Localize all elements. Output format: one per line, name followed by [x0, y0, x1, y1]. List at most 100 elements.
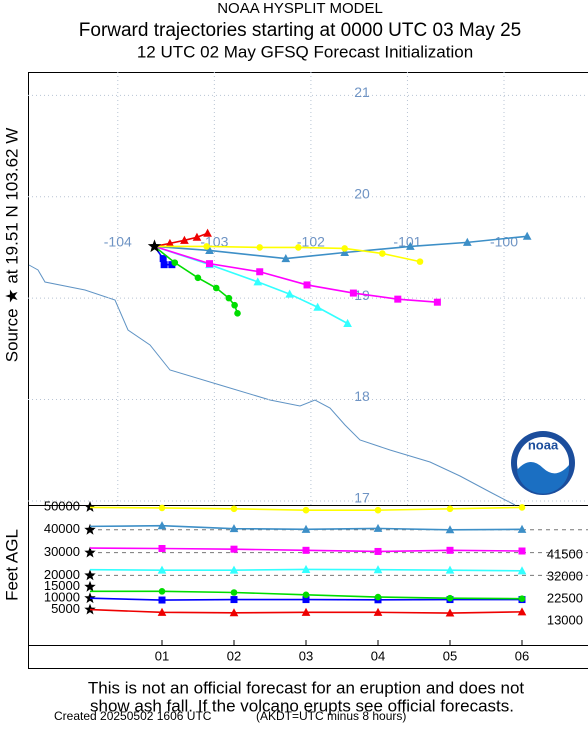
marker	[341, 245, 348, 252]
marker	[518, 547, 526, 555]
x-tick-label: 03	[299, 648, 313, 663]
marker	[343, 318, 352, 327]
height-label: 32000	[547, 568, 583, 583]
y-tick-label: 50000	[44, 498, 80, 513]
marker	[446, 546, 454, 554]
marker	[281, 254, 291, 263]
x-tick-label: 04	[371, 648, 385, 663]
marker	[349, 289, 357, 297]
height-label: 22500	[547, 590, 583, 605]
marker	[373, 607, 383, 616]
marker	[445, 608, 455, 617]
marker	[301, 564, 311, 573]
marker	[157, 565, 167, 574]
lon-label: -104	[104, 234, 132, 250]
marker	[433, 298, 441, 306]
y-tick-label: 40000	[44, 521, 80, 536]
marker	[394, 295, 402, 303]
marker	[158, 588, 166, 595]
y-tick-label: 20000	[44, 567, 80, 582]
marker	[158, 596, 166, 604]
marker	[301, 524, 311, 533]
marker	[445, 525, 455, 534]
trajectory-path	[154, 245, 348, 325]
lon-label: -102	[297, 234, 325, 250]
marker	[303, 281, 311, 289]
source-label: Source ★ at 19.51 N 103.62 W	[2, 128, 21, 362]
marker	[446, 594, 454, 602]
warning-line: show ash fall. If the volcano erupts see…	[90, 696, 514, 715]
marker	[302, 506, 310, 514]
marker	[205, 245, 214, 254]
start-star	[84, 592, 96, 604]
marker	[231, 301, 238, 309]
marker	[416, 258, 424, 265]
marker	[256, 268, 264, 276]
warning-line: This is not an official forecast for an …	[88, 678, 525, 697]
marker	[230, 589, 238, 596]
lat-label: 20	[354, 185, 370, 201]
lat-label: 17	[354, 490, 370, 506]
marker	[374, 506, 382, 514]
marker	[295, 244, 302, 251]
y-tick-label: 15000	[44, 578, 80, 593]
marker	[229, 608, 239, 617]
height-axis-label: Feet AGL	[2, 529, 21, 601]
y-tick-label: 5000	[51, 601, 80, 616]
marker	[406, 241, 415, 250]
marker	[518, 595, 526, 602]
title: Forward trajectories starting at 0000 UT…	[79, 20, 521, 41]
marker	[158, 544, 166, 552]
marker	[203, 228, 212, 237]
y-tick-label: 10000	[44, 590, 80, 605]
x-tick-label: 02	[227, 648, 241, 663]
marker	[379, 250, 386, 257]
model-name: NOAA HYSPLIT MODEL	[217, 0, 383, 17]
start-star	[84, 523, 96, 535]
marker	[180, 235, 189, 244]
marker	[229, 524, 239, 533]
marker	[203, 243, 210, 250]
marker	[313, 302, 322, 311]
lon-label: -100	[490, 234, 518, 250]
start-star	[84, 569, 96, 581]
height-label: 41500	[547, 546, 583, 561]
marker	[212, 284, 220, 292]
marker	[374, 547, 382, 555]
logo-text: noaa	[528, 437, 559, 452]
y-tick-label: 30000	[44, 544, 80, 559]
height-frame	[28, 505, 588, 646]
marker	[302, 591, 310, 599]
marker	[253, 277, 263, 286]
lat-label: 21	[354, 84, 370, 100]
source-star	[147, 239, 162, 253]
subtitle: 12 UTC 02 May GFSQ Forecast Initializati…	[137, 42, 473, 61]
marker	[302, 546, 310, 554]
marker	[234, 310, 241, 317]
marker	[230, 545, 238, 553]
noaa-logo: noaa	[511, 431, 575, 495]
marker	[373, 565, 383, 574]
marker	[517, 607, 527, 616]
marker	[229, 565, 239, 574]
marker	[157, 521, 167, 530]
marker	[192, 232, 202, 241]
marker	[225, 294, 233, 302]
marker	[194, 274, 202, 282]
marker	[157, 607, 167, 616]
time-note: (AKDT=UTC minus 8 hours)	[256, 709, 406, 723]
marker	[171, 259, 179, 266]
marker	[445, 565, 455, 574]
start-star	[84, 603, 96, 615]
marker	[256, 244, 264, 251]
marker	[340, 247, 350, 257]
height-label: 13000	[547, 612, 583, 627]
marker	[301, 607, 311, 616]
created: Created 20250502 1606 UTC	[54, 709, 212, 723]
marker	[158, 504, 166, 512]
marker	[374, 593, 382, 601]
marker	[517, 524, 527, 533]
coastline	[28, 264, 516, 506]
x-tick-label: 06	[515, 648, 529, 663]
marker	[446, 505, 454, 513]
